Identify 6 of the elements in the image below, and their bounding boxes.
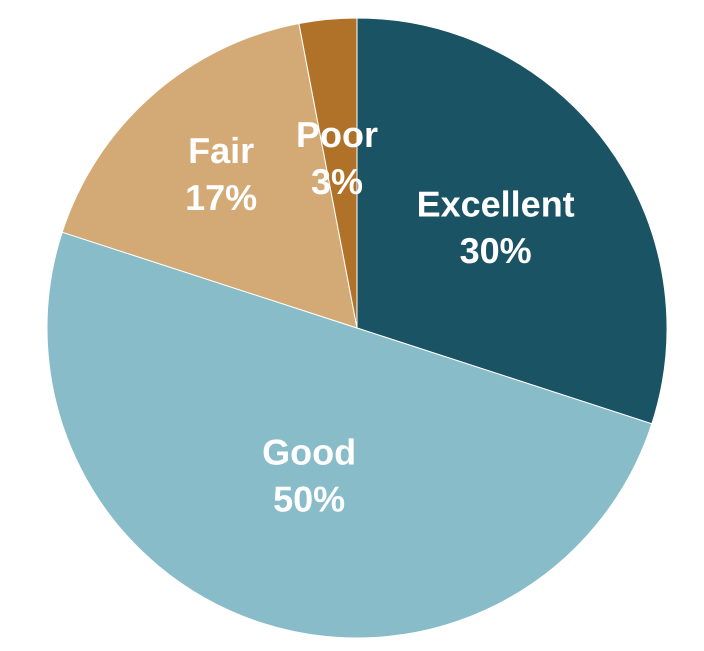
data-label: 17% [185, 176, 258, 218]
data-label: 50% [273, 478, 346, 520]
slice-label: Good [262, 432, 356, 473]
data-label: 30% [460, 230, 532, 272]
slice-label: Fair [188, 130, 254, 172]
slice-label: Excellent [416, 183, 575, 224]
